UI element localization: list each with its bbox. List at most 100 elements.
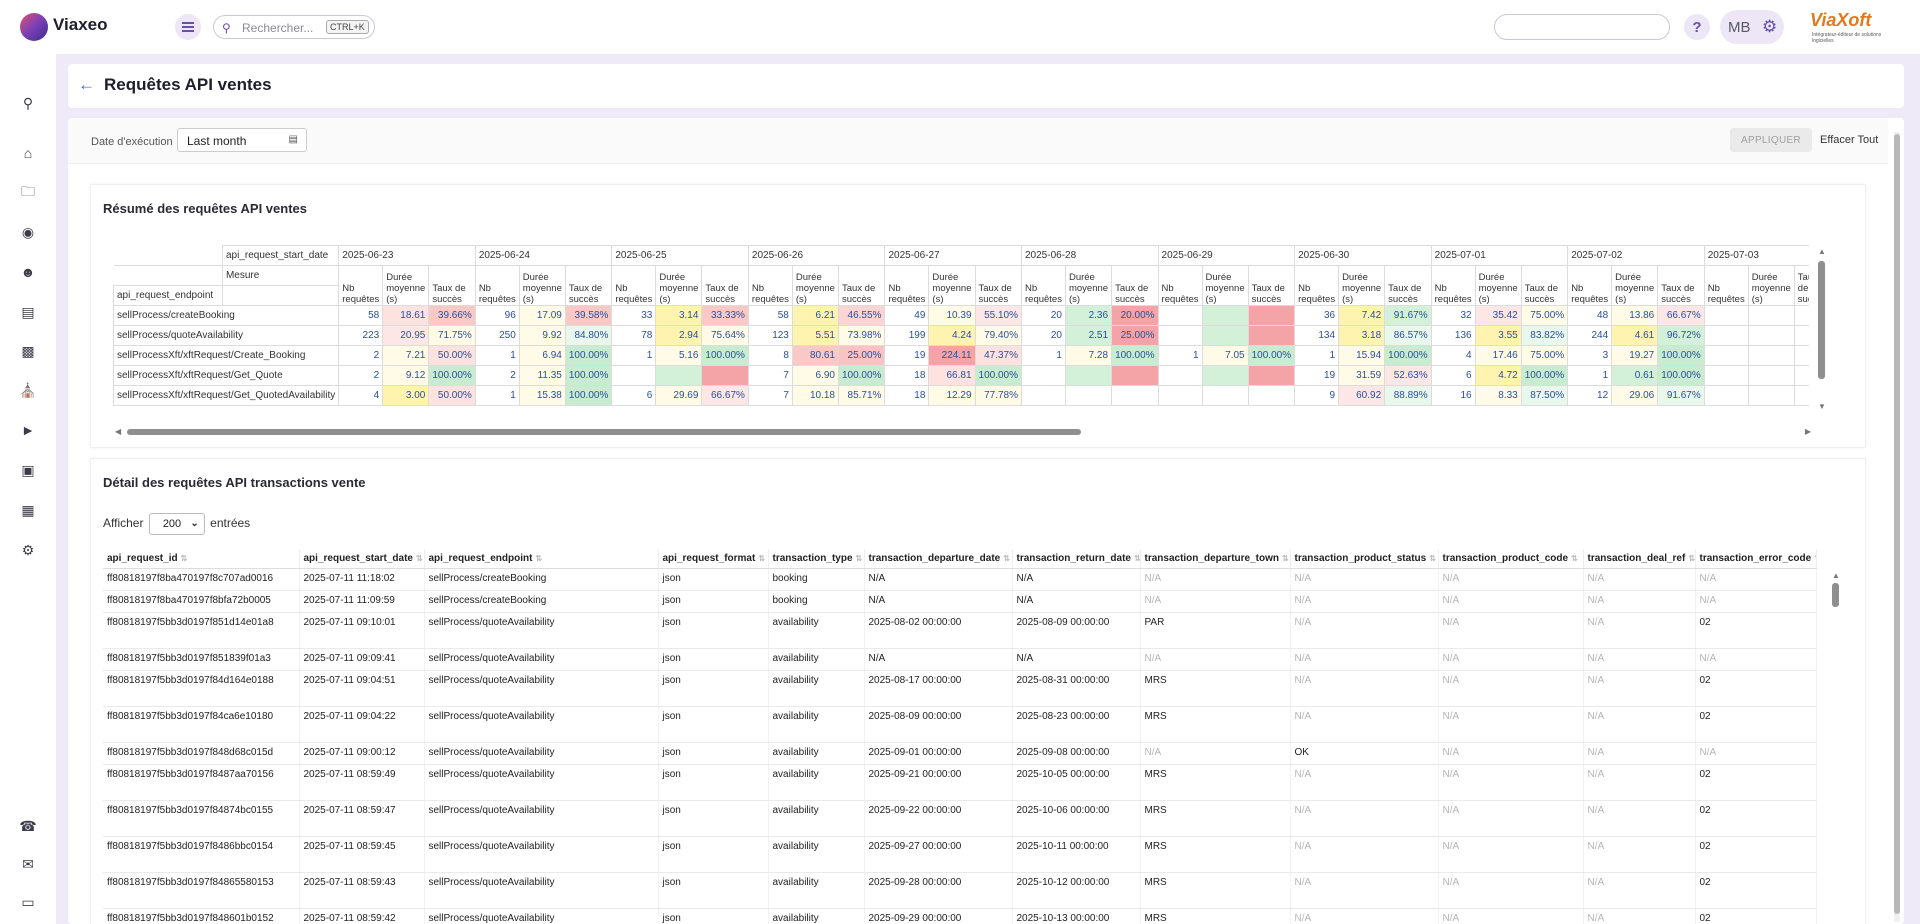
pivot-value-cell[interactable]: 100.00%	[1657, 345, 1705, 366]
pivot-value-cell[interactable]: 1	[1021, 345, 1066, 366]
pivot-measure-header[interactable]: Taux de succès	[974, 265, 1023, 306]
folder-icon[interactable]: 🗀	[21, 183, 35, 199]
pivot-value-cell[interactable]: 50.00%	[428, 385, 476, 406]
pivot-value-cell[interactable]	[1747, 345, 1795, 366]
pivot-date-header[interactable]: 2025-07-01	[1430, 245, 1569, 266]
table-row[interactable]: ff80818197f5bb3d0197f84865580153 2025-07-…	[103, 872, 1817, 909]
pivot-value-cell[interactable]: 4.24	[928, 325, 976, 346]
pivot-value-cell[interactable]	[1247, 365, 1296, 386]
scroll-up-icon[interactable]: ▲	[1832, 571, 1840, 580]
pivot-value-cell[interactable]: 224.11	[928, 345, 976, 366]
pivot-value-cell[interactable]: 75.64%	[701, 325, 749, 346]
pivot-measure-header[interactable]: Durée moyenne (s)	[928, 265, 976, 306]
pivot-value-cell[interactable]: 47.37%	[974, 345, 1023, 366]
pivot-value-cell[interactable]: 20	[1021, 325, 1066, 346]
user-icon[interactable]: ☻	[20, 264, 36, 280]
pivot-value-cell[interactable]: 55.10%	[974, 305, 1023, 326]
pivot-value-cell[interactable]	[1793, 305, 1809, 326]
pivot-vertical-scrollbar[interactable]: ▲ ▼	[1817, 247, 1827, 411]
user-settings-icon[interactable]: ⚙	[1762, 17, 1778, 36]
pivot-date-header[interactable]: 2025-06-26	[747, 245, 886, 266]
pivot-value-cell[interactable]: 15.38	[518, 385, 566, 406]
pivot-value-cell[interactable]: 20	[1021, 305, 1066, 326]
pivot-value-cell[interactable]	[1247, 305, 1296, 326]
pivot-value-cell[interactable]: 66.81	[928, 365, 976, 386]
pivot-value-cell[interactable]: 100.00%	[564, 385, 613, 406]
pivot-value-cell[interactable]: 33	[611, 305, 657, 326]
pivot-value-cell[interactable]: 25.00%	[837, 345, 886, 366]
pivot-value-cell[interactable]: 10.18	[791, 385, 839, 406]
pivot-date-header[interactable]: 2025-06-25	[611, 245, 749, 266]
table-row[interactable]: ff80818197f5bb3d0197f848601b0152 2025-07-…	[103, 908, 1817, 924]
pivot-measure-header[interactable]: Durée moyenne (s)	[382, 265, 430, 306]
pivot-value-cell[interactable]: 83.82%	[1520, 325, 1569, 346]
pivot-value-cell[interactable]: 250	[474, 325, 520, 346]
pivot-value-cell[interactable]	[1793, 385, 1809, 406]
app-name[interactable]: Viaxeo	[53, 15, 108, 34]
pivot-value-cell[interactable]: 29.69	[655, 385, 703, 406]
pivot-value-cell[interactable]: 123	[747, 325, 793, 346]
column-header[interactable]: transaction_type ⇅	[768, 549, 865, 569]
pivot-measure-header[interactable]: Nb requêtes	[884, 265, 930, 306]
home-icon[interactable]: ⌂	[23, 145, 33, 161]
column-header[interactable]: transaction_departure_town ⇅	[1140, 549, 1291, 569]
pivot-value-cell[interactable]: 100.00%	[564, 365, 613, 386]
pivot-value-cell[interactable]: 1	[1157, 345, 1203, 366]
pivot-row-header[interactable]: sellProcess/quoteAvailability	[113, 325, 340, 346]
pivot-measure-header[interactable]: Nb requêtes	[338, 265, 384, 306]
table-row[interactable]: ff80818197f5bb3d0197f8487aa70156 2025-07-…	[103, 764, 1817, 801]
pivot-measure-header[interactable]: Nb requêtes	[747, 265, 793, 306]
pivot-value-cell[interactable]	[1157, 325, 1203, 346]
pivot-value-cell[interactable]: 85.71%	[837, 385, 886, 406]
pivot-measure-header[interactable]: Nb requêtes	[1567, 265, 1613, 306]
pivot-measure-header[interactable]: Nb requêtes	[1703, 265, 1749, 306]
pivot-value-cell[interactable]: 11.35	[518, 365, 566, 386]
pivot-value-cell[interactable]: 4	[1430, 345, 1476, 366]
global-search-input[interactable]: ⚲ Rechercher... CTRL+K	[213, 15, 375, 39]
screen-icon[interactable]: ▭	[21, 893, 35, 910]
pivot-value-cell[interactable]: 17.09	[518, 305, 566, 326]
pivot-value-cell[interactable]: 10.39	[928, 305, 976, 326]
pivot-value-cell[interactable]: 12.29	[928, 385, 976, 406]
scroll-left-icon[interactable]: ◀	[115, 427, 122, 436]
pivot-measure-header[interactable]: Durée moyenne (s)	[1064, 265, 1113, 306]
pivot-measure-header[interactable]: Taux de succès	[428, 265, 476, 306]
pivot-value-cell[interactable]	[1247, 385, 1296, 406]
pivot-value-cell[interactable]: 100.00%	[974, 365, 1023, 386]
pivot-measure-label[interactable]: Mesure	[221, 265, 340, 286]
detail-vscroll-thumb[interactable]	[1832, 583, 1839, 607]
pivot-value-cell[interactable]	[1703, 345, 1749, 366]
pivot-measure-header[interactable]: Taux de succès	[1657, 265, 1705, 306]
pivot-value-cell[interactable]: 31.59	[1338, 365, 1386, 386]
pivot-value-cell[interactable]: 8.33	[1474, 385, 1522, 406]
pivot-value-cell[interactable]: 96.72%	[1657, 325, 1705, 346]
pivot-value-cell[interactable]: 32	[1430, 305, 1476, 326]
pivot-value-cell[interactable]: 20.95	[382, 325, 430, 346]
pivot-value-cell[interactable]: 96	[474, 305, 520, 326]
pivot-value-cell[interactable]: 36	[1294, 305, 1340, 326]
pivot-measure-header[interactable]: Nb requêtes	[1021, 265, 1066, 306]
pivot-value-cell[interactable]	[1201, 365, 1249, 386]
pivot-value-cell[interactable]	[1747, 365, 1795, 386]
pivot-value-cell[interactable]	[1703, 365, 1749, 386]
pivot-value-cell[interactable]: 6	[1430, 365, 1476, 386]
pivot-value-cell[interactable]: 79.40%	[974, 325, 1023, 346]
pivot-row-header[interactable]: sellProcess/createBooking	[113, 305, 340, 326]
pivot-value-cell[interactable]: 1	[611, 345, 657, 366]
pivot-col-field-label[interactable]: api_request_start_date	[221, 245, 340, 266]
mail-icon[interactable]: ✉	[22, 855, 34, 872]
pivot-value-cell[interactable]: 5.16	[655, 345, 703, 366]
pivot-value-cell[interactable]: 9.92	[518, 325, 566, 346]
pivot-value-cell[interactable]: 7.21	[382, 345, 430, 366]
pivot-value-cell[interactable]: 1	[1294, 345, 1340, 366]
pivot-value-cell[interactable]: 91.67%	[1384, 305, 1432, 326]
pivot-value-cell[interactable]: 58	[338, 305, 384, 326]
pivot-value-cell[interactable]: 25.00%	[1111, 325, 1159, 346]
pivot-value-cell[interactable]: 100.00%	[1520, 365, 1569, 386]
table-row[interactable]: ff80818197f5bb3d0197f8486bbc0154 2025-07-…	[103, 836, 1817, 873]
pivot-measure-header[interactable]: Taux de succès	[1793, 265, 1809, 306]
pivot-value-cell[interactable]: 19	[884, 345, 930, 366]
table-row[interactable]: ff80818197f5bb3d0197f851839f01a3 2025-07-…	[103, 648, 1817, 671]
settings-icon[interactable]: ⚙	[21, 541, 35, 558]
column-header[interactable]: transaction_deal_ref ⇅	[1583, 549, 1696, 569]
